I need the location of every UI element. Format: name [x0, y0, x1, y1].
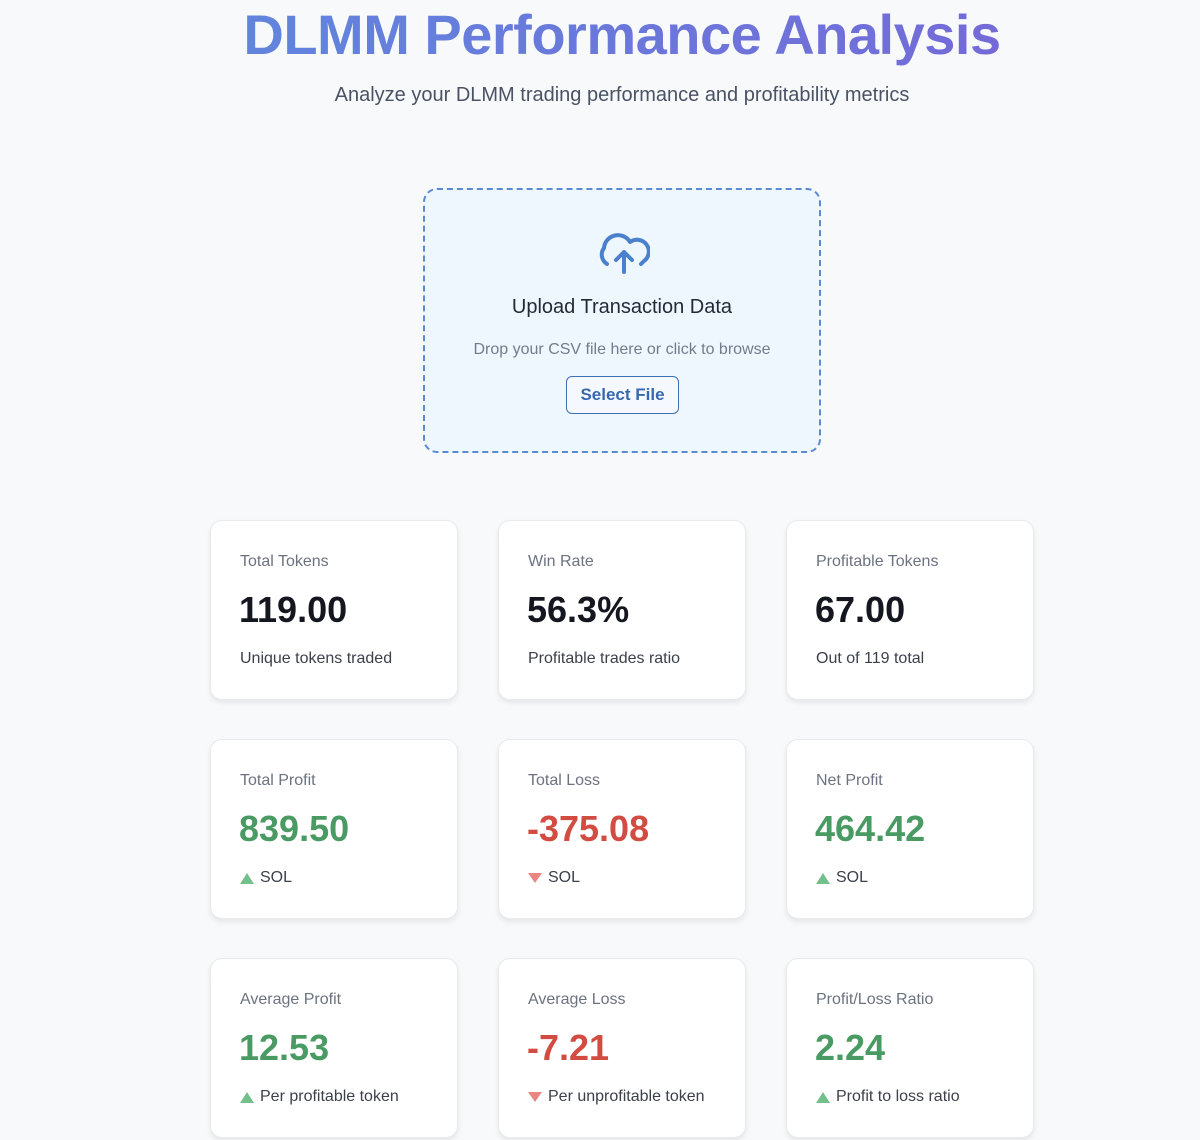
trend-up-icon: [240, 1091, 254, 1103]
metric-label: Net Profit: [816, 772, 883, 789]
metric-subtext-label: Per profitable token: [260, 1088, 399, 1105]
metric-label: Profit/Loss Ratio: [816, 991, 934, 1008]
metric-label: Average Profit: [240, 991, 342, 1008]
metric-value: 12.53: [239, 1027, 330, 1068]
metric-subtext: Profitable trades ratio: [528, 650, 680, 668]
metric-value: -7.21: [527, 1027, 610, 1068]
metric-subtext: Profit to loss ratio: [816, 1088, 960, 1106]
metric-card: Average Loss -7.21 Per unprofitable toke…: [498, 958, 746, 1138]
metric-value: 2.24: [815, 1027, 886, 1068]
page-title: DLMM Performance Analysis: [0, 2, 1200, 68]
trend-up-icon: [240, 872, 254, 884]
metric-subtext: Out of 119 total: [816, 650, 924, 668]
upload-dropzone[interactable]: Upload Transaction Data Drop your CSV fi…: [423, 188, 821, 453]
metric-value: -375.08: [527, 808, 650, 849]
trend-up-icon: [816, 872, 830, 884]
upload-title: Upload Transaction Data: [511, 296, 733, 318]
metric-value: 67.00: [815, 589, 906, 630]
select-file-button[interactable]: Select File: [566, 376, 679, 414]
metric-subtext-label: Unique tokens traded: [240, 650, 393, 667]
trend-up-icon: [816, 1091, 830, 1103]
metric-card: Win Rate 56.3% Profitable trades ratio: [498, 520, 746, 700]
trend-down-icon: [528, 873, 542, 883]
upload-hint: Drop your CSV file here or click to brow…: [473, 341, 771, 358]
metric-value: 119.00: [239, 589, 348, 630]
metric-subtext-label: SOL: [548, 869, 581, 886]
metric-label: Total Loss: [528, 772, 601, 789]
metric-value: 464.42: [815, 808, 926, 849]
metric-value: 839.50: [239, 808, 350, 849]
metric-subtext: Per profitable token: [240, 1088, 399, 1106]
metric-label: Win Rate: [528, 553, 594, 570]
metric-label: Profitable Tokens: [816, 553, 939, 570]
metric-subtext: SOL: [528, 869, 580, 887]
page-subtitle: Analyze your DLMM trading performance an…: [334, 84, 910, 106]
metric-card: Total Tokens 119.00 Unique tokens traded: [210, 520, 458, 700]
metric-subtext-label: Profit to loss ratio: [836, 1088, 960, 1105]
metric-subtext-label: Profitable trades ratio: [528, 650, 681, 667]
cloud-upload-icon: [599, 233, 650, 274]
metric-card: Average Profit 12.53 Per profitable toke…: [210, 958, 458, 1138]
metric-label: Total Tokens: [240, 553, 329, 570]
metric-label: Average Loss: [528, 991, 626, 1008]
metric-subtext-label: Out of 119 total: [816, 650, 925, 667]
metric-card: Net Profit 464.42 SOL: [786, 739, 1034, 919]
metric-card: Total Loss -375.08 SOL: [498, 739, 746, 919]
metric-subtext-label: Per unprofitable token: [548, 1088, 705, 1105]
metric-card: Profit/Loss Ratio 2.24 Profit to loss ra…: [786, 958, 1034, 1138]
metric-label: Total Profit: [240, 772, 316, 789]
metric-subtext: Per unprofitable token: [528, 1088, 705, 1106]
metric-subtext: SOL: [240, 869, 292, 887]
metric-subtext-label: SOL: [836, 869, 869, 886]
metric-subtext: SOL: [816, 869, 868, 887]
trend-down-icon: [528, 1092, 542, 1102]
metric-value: 56.3%: [527, 589, 630, 630]
metric-card: Profitable Tokens 67.00 Out of 119 total: [786, 520, 1034, 700]
metric-card: Total Profit 839.50 SOL: [210, 739, 458, 919]
metric-subtext-label: SOL: [260, 869, 293, 886]
metric-subtext: Unique tokens traded: [240, 650, 392, 668]
